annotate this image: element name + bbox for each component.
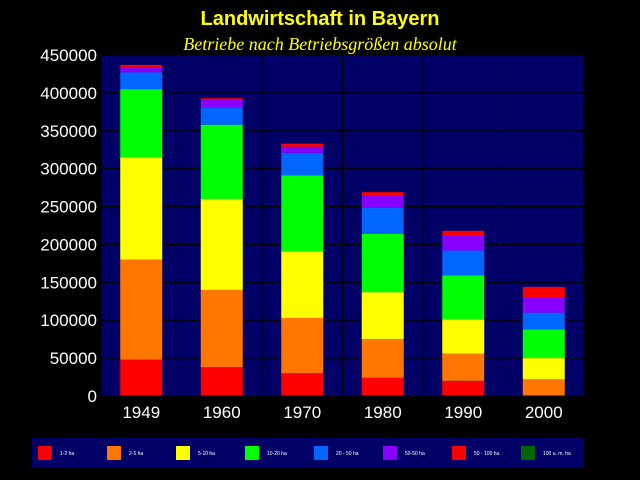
x-tick-label: 2000 xyxy=(525,403,563,422)
x-tick-label: 1980 xyxy=(364,403,402,422)
bar-segment xyxy=(442,319,485,354)
legend-swatch xyxy=(245,446,259,460)
bar-segment xyxy=(522,297,565,313)
bar-segment xyxy=(361,292,404,340)
x-tick-label: 1970 xyxy=(283,403,321,422)
bar-segment xyxy=(120,72,163,90)
bars xyxy=(120,64,565,396)
legend-label: 10-20 ha xyxy=(267,451,287,457)
chart-subtitle: Betriebe nach Betriebsgrößen absolut xyxy=(183,34,457,54)
bar-segment xyxy=(442,275,485,320)
legend-swatch xyxy=(314,446,328,460)
bar-segment xyxy=(200,99,243,108)
bar-segment xyxy=(120,157,163,260)
bar-segment xyxy=(442,380,485,396)
legend-swatch xyxy=(107,446,121,460)
y-tick-label: 50000 xyxy=(50,349,97,368)
legend-label: 100 u. m. ha xyxy=(543,451,571,457)
bar-segment xyxy=(200,289,243,368)
bar-segment xyxy=(200,367,243,396)
legend-label: 50-50 ha xyxy=(405,451,425,457)
bar-segment xyxy=(361,192,404,196)
x-tick-label: 1990 xyxy=(444,403,482,422)
bar-segment xyxy=(281,152,324,176)
legend-swatch xyxy=(383,446,397,460)
bar-segment xyxy=(522,379,565,396)
bar-segment xyxy=(200,198,243,290)
bar-segment xyxy=(281,251,324,318)
bar-segment xyxy=(120,64,163,68)
legend-label: 5-10 ha xyxy=(198,451,215,457)
bar-segment xyxy=(120,67,163,73)
bar-segment xyxy=(281,143,324,147)
y-tick-label: 400000 xyxy=(40,84,97,103)
bar-segment xyxy=(442,230,485,236)
y-tick-label: 150000 xyxy=(40,273,97,292)
y-tick-label: 300000 xyxy=(40,160,97,179)
bar-segment xyxy=(361,339,404,378)
legend-swatch xyxy=(176,446,190,460)
bar-segment xyxy=(361,195,404,208)
legend-swatch xyxy=(38,446,52,460)
x-axis: 1949 1960 1970 1980 1990 2000 xyxy=(122,403,562,422)
y-tick-label: 250000 xyxy=(40,198,97,217)
chart-title: Landwirtschaft in Bayern xyxy=(201,8,440,30)
legend: 1-2 ha 2-5 ha 5-10 ha 10-20 ha 20 - 50 ha 50-… xyxy=(38,446,571,460)
y-tick-label: 200000 xyxy=(40,235,97,254)
bar-segment xyxy=(200,107,243,125)
bar-segment xyxy=(361,377,404,396)
bar-segment xyxy=(200,98,243,100)
bar-segment xyxy=(200,124,243,199)
y-axis: 0 50000 100000 150000 200000 250000 300000 3500… xyxy=(40,46,97,406)
bar-segment xyxy=(120,89,163,158)
legend-label: 2-5 ha xyxy=(129,451,143,457)
bar-segment xyxy=(361,233,404,293)
bar-segment xyxy=(361,207,404,234)
bar-segment xyxy=(281,373,324,396)
bar-segment xyxy=(281,175,324,252)
bar-segment xyxy=(522,358,565,380)
bar-segment xyxy=(442,353,485,381)
legend-label: 1-2 ha xyxy=(60,451,74,457)
bar-segment xyxy=(120,359,163,396)
legend-box xyxy=(32,438,584,468)
y-tick-label: 350000 xyxy=(40,122,97,141)
legend-swatch xyxy=(452,446,466,460)
x-tick-label: 1949 xyxy=(122,403,160,422)
bar-segment xyxy=(281,146,324,153)
bar-segment xyxy=(281,317,324,374)
bar-segment xyxy=(442,235,485,251)
y-tick-label: 0 xyxy=(88,387,97,406)
bar-segment xyxy=(522,286,565,298)
bar-segment xyxy=(522,329,565,359)
y-tick-label: 450000 xyxy=(40,46,97,65)
legend-swatch xyxy=(521,446,535,460)
bar-segment xyxy=(120,259,163,360)
bar-segment xyxy=(522,312,565,330)
legend-label: 20 - 50 ha xyxy=(336,451,359,457)
x-tick-label: 1960 xyxy=(203,403,241,422)
bar-segment xyxy=(442,250,485,276)
plot-border xyxy=(100,54,585,397)
legend-label: 50 - 100 ha xyxy=(474,451,500,457)
y-tick-label: 100000 xyxy=(40,311,97,330)
